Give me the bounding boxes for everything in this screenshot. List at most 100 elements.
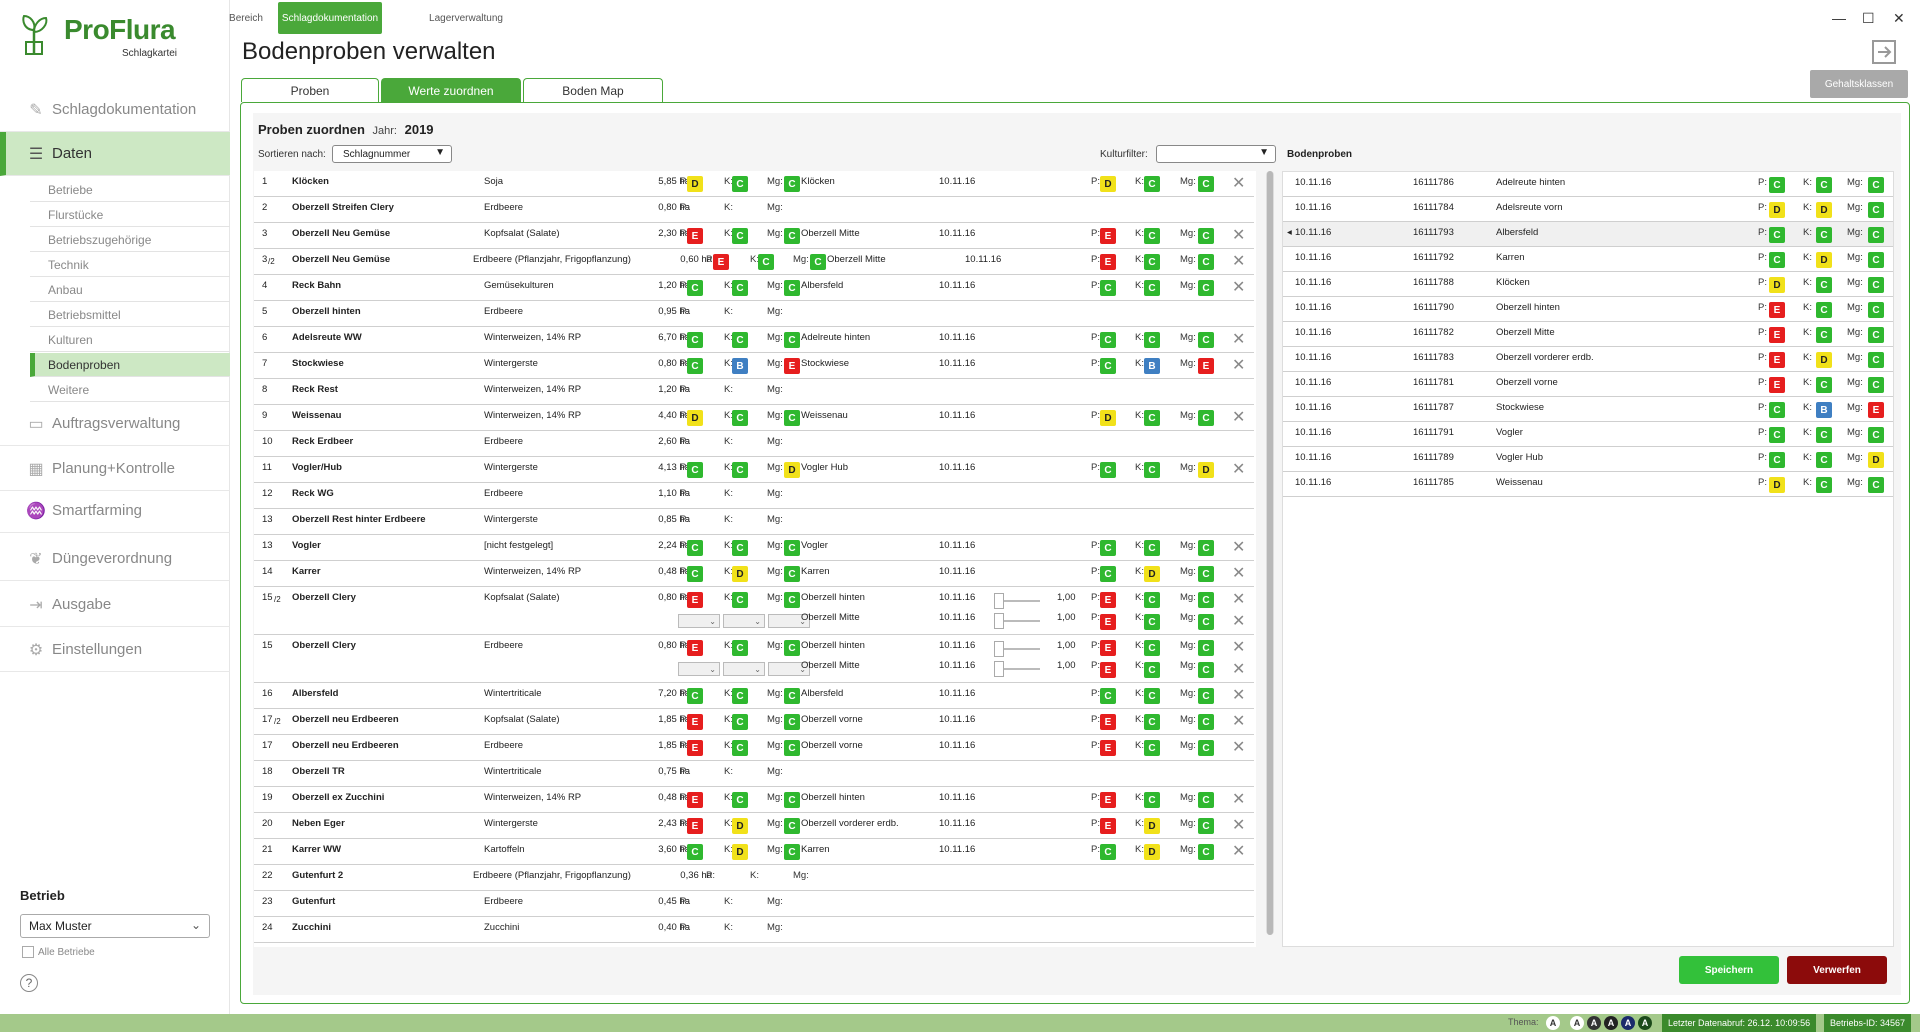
- tab-boden-map[interactable]: Boden Map: [523, 78, 663, 102]
- table-row[interactable]: 19 Oberzell ex Zucchini Winterweizen, 14% …: [254, 787, 1254, 813]
- nav-auftragsverwaltung[interactable]: ▭ Auftragsverwaltung: [0, 402, 230, 446]
- subnav-kulturen[interactable]: Kulturen: [30, 328, 230, 352]
- theme-light-1[interactable]: A: [1546, 1016, 1560, 1030]
- table-row[interactable]: 2 Oberzell Streifen Clery Erdbeere 0,80 ha P…: [254, 197, 1254, 223]
- assigned-sample[interactable]: Adelreute hinten: [801, 332, 871, 343]
- assigned-sample[interactable]: Stockwiese: [801, 358, 850, 369]
- share-slider[interactable]: [994, 613, 1040, 629]
- assigned-sample[interactable]: Oberzell Mitte: [801, 228, 860, 239]
- remove-icon[interactable]: ✕: [1232, 279, 1246, 296]
- remove-icon[interactable]: ✕: [1232, 591, 1246, 608]
- table-row[interactable]: 24 Zucchini Zucchini 0,40 ha P: K: Mg:: [254, 917, 1254, 943]
- sample-row[interactable]: 10.11.16 16111788 Klöcken P: K: Mg: D C C: [1283, 272, 1893, 297]
- betrieb-select[interactable]: Max Muster ⌄: [20, 914, 210, 938]
- sample-row[interactable]: 10.11.16 16111785 Weissenau P: K: Mg: D C C: [1283, 472, 1893, 497]
- theme-dark-1[interactable]: A: [1587, 1016, 1601, 1030]
- nav-einstellungen[interactable]: ⚙ Einstellungen: [0, 628, 230, 672]
- remove-icon[interactable]: ✕: [1232, 409, 1246, 426]
- slider-knob[interactable]: [994, 613, 1004, 629]
- assigned-sample[interactable]: Weissenau: [801, 410, 848, 421]
- table-row[interactable]: 18 Oberzell TR Wintertriticale 0,75 ha P: K: M…: [254, 761, 1254, 787]
- table-row[interactable]: 3 Oberzell Neu Gemüse Kopfsalat (Salate) 2,…: [254, 223, 1254, 249]
- remove-icon[interactable]: ✕: [1232, 739, 1246, 756]
- table-row[interactable]: 14 Karrer Winterweizen, 14% RP 0,48 ha P: K: M…: [254, 561, 1254, 587]
- table-row[interactable]: 1 Klöcken Soja 5,85 ha P: K: Mg: D C C Klöcken 10.1…: [254, 171, 1254, 197]
- assigned-sample[interactable]: Oberzell hinten: [801, 792, 865, 803]
- assigned-sample[interactable]: Oberzell hinten: [801, 640, 865, 651]
- class-dropdown[interactable]: ⌄: [678, 662, 720, 676]
- sample-row[interactable]: 10.11.16 16111787 Stockwiese P: K: Mg: C B E: [1283, 397, 1893, 422]
- assigned-sample[interactable]: Klöcken: [801, 176, 835, 187]
- gehaltsklassen-button[interactable]: Gehaltsklassen: [1810, 70, 1908, 98]
- assigned-sample[interactable]: Oberzell hinten: [801, 592, 865, 603]
- sample-row[interactable]: 10.11.16 16111792 Karren P: K: Mg: C D C: [1283, 247, 1893, 272]
- remove-icon[interactable]: ✕: [1232, 175, 1246, 192]
- remove-icon[interactable]: ✕: [1232, 661, 1246, 678]
- sample-row[interactable]: 10.11.16 16111790 Oberzell hinten P: K: Mg: E C…: [1283, 297, 1893, 322]
- remove-icon[interactable]: ✕: [1232, 817, 1246, 834]
- table-row[interactable]: 10 Reck Erdbeer Erdbeere 2,60 ha P: K: Mg:: [254, 431, 1254, 457]
- remove-icon[interactable]: ✕: [1232, 539, 1246, 556]
- assigned-sample[interactable]: Oberzell Mitte: [827, 254, 886, 265]
- logout-icon[interactable]: [1870, 38, 1898, 66]
- slider-knob[interactable]: [994, 661, 1004, 677]
- assigned-sample[interactable]: Karren: [801, 844, 830, 855]
- sample-row[interactable]: 10.11.16 16111781 Oberzell vorne P: K: Mg: E C C: [1283, 372, 1893, 397]
- assigned-sample[interactable]: Oberzell Mitte: [801, 612, 860, 623]
- assigned-sample[interactable]: Oberzell vorderer erdb.: [801, 818, 899, 829]
- theme-blue[interactable]: A: [1621, 1016, 1635, 1030]
- table-row[interactable]: 12 Reck WG Erdbeere 1,10 ha P: K: Mg:: [254, 483, 1254, 509]
- class-dropdown[interactable]: ⌄: [723, 614, 765, 628]
- class-dropdown[interactable]: ⌄: [723, 662, 765, 676]
- sample-row[interactable]: 10.11.16 16111784 Adelsreute vorn P: K: Mg: D D…: [1283, 197, 1893, 222]
- share-slider[interactable]: [994, 641, 1040, 657]
- assigned-sample[interactable]: Albersfeld: [801, 688, 844, 699]
- sample-row[interactable]: 10.11.16 16111789 Vogler Hub P: K: Mg: C C D: [1283, 447, 1893, 472]
- close-button[interactable]: ✕: [1893, 10, 1905, 26]
- table-row[interactable]: 13 Vogler [nicht festgelegt] 2,24 ha P: K: Mg:…: [254, 535, 1254, 561]
- subnav-flurst-cke[interactable]: Flurstücke: [30, 203, 230, 227]
- assigned-sample[interactable]: Oberzell vorne: [801, 714, 863, 725]
- nav-smartfarming[interactable]: ♒ Smartfarming: [0, 489, 230, 533]
- table-row[interactable]: 9 Weissenau Winterweizen, 14% RP 4,40 ha P: K…: [254, 405, 1254, 431]
- tab-werte-zuordnen[interactable]: Werte zuordnen: [381, 78, 521, 102]
- discard-button[interactable]: Verwerfen: [1787, 956, 1887, 984]
- sample-row[interactable]: 10.11.16 16111783 Oberzell vorderer erdb. P…: [1283, 347, 1893, 372]
- subnav-bodenproben[interactable]: Bodenproben: [30, 353, 230, 377]
- subnav-betriebszugeh-rige[interactable]: Betriebszugehörige: [30, 228, 230, 252]
- sample-row[interactable]: 10.11.16 16111786 Adelreute hinten P: K: Mg: C…: [1283, 172, 1893, 197]
- theme-dark-2[interactable]: A: [1604, 1016, 1618, 1030]
- nav-ausgabe[interactable]: ⇥ Ausgabe: [0, 583, 230, 627]
- remove-icon[interactable]: ✕: [1232, 331, 1246, 348]
- remove-icon[interactable]: ✕: [1232, 613, 1246, 630]
- help-icon[interactable]: ?: [20, 974, 38, 992]
- theme-green[interactable]: A: [1638, 1016, 1652, 1030]
- table-row[interactable]: 17 Oberzell neu Erdbeeren Erdbeere 1,85 ha P…: [254, 735, 1254, 761]
- table-row[interactable]: 23 Gutenfurt Erdbeere 0,45 ha P: K: Mg:: [254, 891, 1254, 917]
- class-dropdown[interactable]: ⌄: [678, 614, 720, 628]
- assigned-sample[interactable]: Karren: [801, 566, 830, 577]
- remove-icon[interactable]: ✕: [1232, 565, 1246, 582]
- sample-row[interactable]: ◂ 10.11.16 16111793 Albersfeld P: K: Mg: C C C: [1283, 222, 1893, 247]
- tab-schlagdokumentation[interactable]: Schlagdokumentation: [278, 2, 382, 34]
- table-row[interactable]: 29HofflächeHof-, Weg-, Gebäudeflächen0,7…: [254, 943, 1254, 947]
- tab-bereich[interactable]: Bereich: [229, 12, 263, 24]
- table-row[interactable]: 22 Gutenfurt 2 Erdbeere (Pflanzjahr, Frigo…: [254, 865, 1254, 891]
- nav-daten[interactable]: ☰ Daten: [0, 132, 230, 176]
- remove-icon[interactable]: ✕: [1232, 357, 1246, 374]
- table-row[interactable]: 16 Albersfeld Wintertriticale 7,20 ha P: K: Mg…: [254, 683, 1254, 709]
- table-row[interactable]: 13 Oberzell Rest hinter Erdbeere Winterger…: [254, 509, 1254, 535]
- theme-light-2[interactable]: A: [1570, 1016, 1584, 1030]
- table-row[interactable]: 5 Oberzell hinten Erdbeere 0,95 ha P: K: Mg:: [254, 301, 1254, 327]
- table-row[interactable]: 7 Stockwiese Wintergerste 0,80 ha P: K: Mg: C B E…: [254, 353, 1254, 379]
- table-row[interactable]: 17/2 Oberzell neu Erdbeeren Kopfsalat (Sal…: [254, 709, 1254, 735]
- nav-planung[interactable]: ▦ Planung+Kontrolle: [0, 447, 230, 491]
- minimize-button[interactable]: —: [1832, 10, 1846, 26]
- assigned-sample[interactable]: Oberzell vorne: [801, 740, 863, 751]
- subnav-betriebsmittel[interactable]: Betriebsmittel: [30, 303, 230, 327]
- sort-select[interactable]: Schlagnummer ▼: [332, 145, 452, 163]
- subnav-anbau[interactable]: Anbau: [30, 278, 230, 302]
- assigned-sample[interactable]: Oberzell Mitte: [801, 660, 860, 671]
- table-row[interactable]: 6 Adelsreute WW Winterweizen, 14% RP 6,70 h…: [254, 327, 1254, 353]
- assigned-sample[interactable]: Vogler: [801, 540, 828, 551]
